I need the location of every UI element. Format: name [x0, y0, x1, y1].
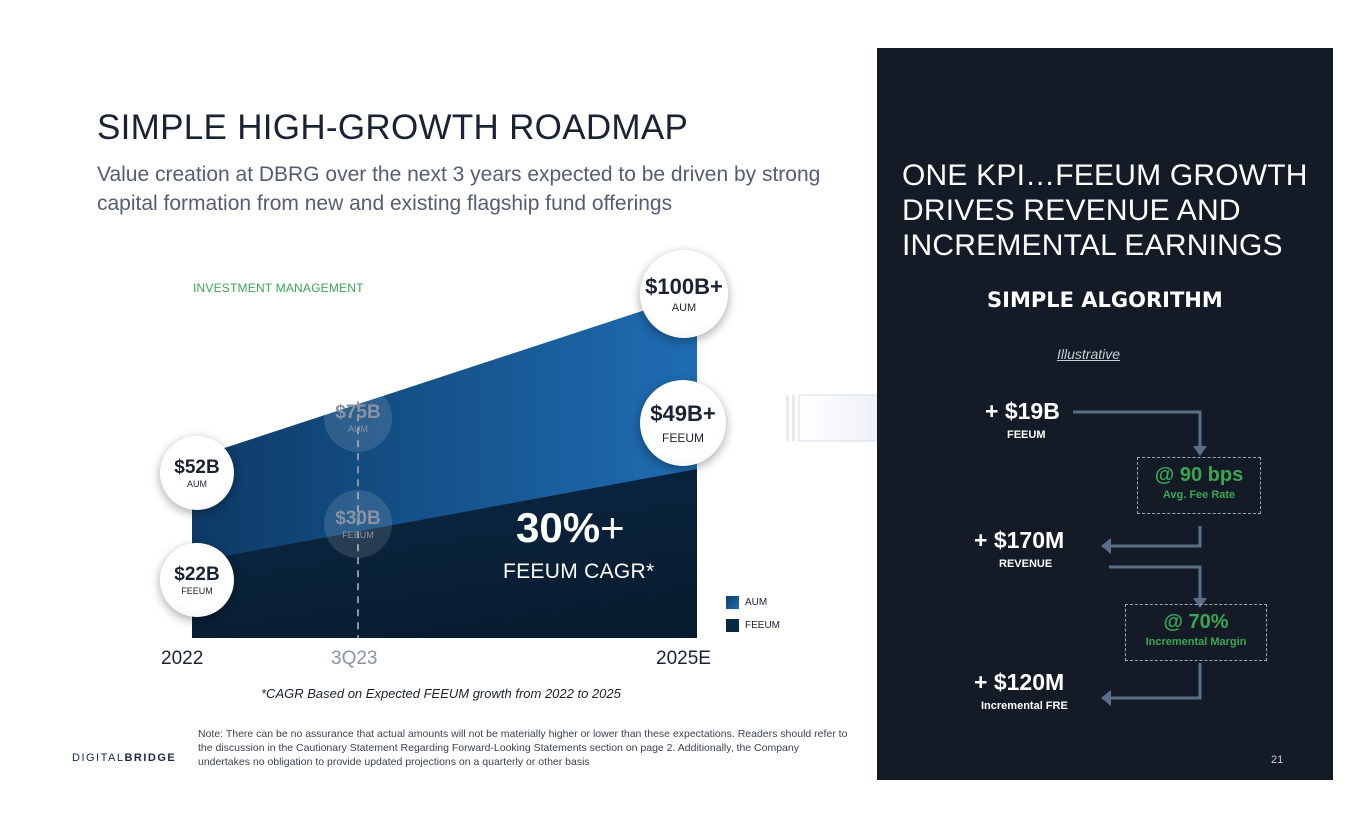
legend-feeum-label: FEEUM: [745, 620, 780, 631]
feeum-2022-value: $22B: [174, 564, 220, 585]
cagr-value: 30%+: [516, 504, 625, 552]
page-title: SIMPLE HIGH-GROWTH ROADMAP: [97, 108, 689, 147]
aum-2025-value: $100B+: [645, 274, 723, 299]
step-fre-label: Incremental FRE: [981, 700, 1068, 712]
page-subtitle: Value creation at DBRG over the next 3 y…: [97, 163, 821, 215]
connector-arrow-3: [1109, 565, 1202, 600]
margin-label: Incremental Margin: [1145, 636, 1247, 648]
feeum-3q23-value: $30B: [335, 508, 381, 529]
page-number: 21: [1271, 754, 1284, 766]
growth-area-chart: [192, 293, 697, 638]
feeum-2025-bubble: $49B+ FEEUM: [640, 380, 726, 466]
connector-arrow-2: [1109, 526, 1202, 548]
cagr-plus: +: [600, 504, 625, 551]
section-label: INVESTMENT MANAGEMENT: [193, 281, 364, 295]
legend-feeum: FEEUM: [726, 619, 780, 632]
cagr-number: 30%: [516, 504, 601, 551]
fee-rate-box: @ 90 bps Avg. Fee Rate: [1137, 457, 1261, 514]
feeum-2025-sublabel: FEEUM: [662, 431, 704, 445]
arrowhead-down-2: [1193, 598, 1207, 608]
algorithm-connectors: [1073, 410, 1207, 706]
legend-aum: AUM: [726, 596, 767, 609]
step-revenue-value: + $170M: [974, 527, 1065, 553]
x-tick-2022: 2022: [161, 648, 204, 669]
aum-2022-sublabel: AUM: [187, 479, 207, 489]
feeum-3q23-sublabel: FEEUM: [342, 530, 374, 540]
connector-arrow-4: [1109, 663, 1202, 700]
aum-3q23-value: $75B: [335, 402, 381, 423]
disclaimer-note: Note: There can be no assurance that act…: [198, 728, 848, 768]
aum-2022-value: $52B: [174, 457, 220, 478]
step-feeum-value: + $19B: [985, 398, 1060, 424]
illustrative-label: Illustrative: [1057, 346, 1121, 362]
cagr-footnote: *CAGR Based on Expected FEEUM growth fro…: [261, 686, 621, 701]
arrowhead-left-2: [1101, 690, 1111, 706]
margin-box: @ 70% Incremental Margin: [1125, 604, 1267, 661]
legend-aum-label: AUM: [745, 597, 768, 608]
feeum-area: [192, 468, 697, 638]
step-feeum-label: FEEUM: [1007, 429, 1046, 441]
feeum-2022-bubble: $22B FEEUM: [160, 543, 234, 617]
aum-2025-sublabel: AUM: [671, 302, 697, 314]
panel-subtitle: SIMPLE ALGORITHM: [987, 288, 1223, 312]
margin-value: @ 70%: [1163, 611, 1229, 633]
feeum-2022-sublabel: FEEUM: [181, 586, 213, 596]
legend-aum-swatch: [726, 596, 739, 609]
connector-arrow-1: [1073, 410, 1202, 448]
x-tick-3q23: 3Q23: [331, 648, 378, 669]
step-fre-value: + $120M: [974, 669, 1065, 695]
step-revenue-label: REVENUE: [999, 558, 1053, 570]
legend-feeum-swatch: [726, 619, 739, 632]
fee-rate-value: @ 90 bps: [1154, 464, 1244, 486]
aum-2025-bubble: $100B+ AUM: [640, 250, 728, 338]
feeum-2025-value: $49B+: [650, 401, 716, 426]
aum-3q23-sublabel: AUM: [348, 424, 368, 434]
logo-part-1: DIGITAL: [72, 752, 125, 764]
logo-part-2: BRIDGE: [124, 752, 177, 764]
arrowhead-down-1: [1193, 446, 1207, 456]
arrowhead-left-1: [1101, 538, 1111, 554]
panel-title: ONE KPI…FEEUM GROWTH DRIVES REVENUE AND …: [902, 159, 1308, 262]
cagr-label: FEEUM CAGR*: [503, 560, 655, 583]
aum-2022-bubble: $52B AUM: [160, 436, 234, 510]
x-tick-2025e: 2025E: [656, 648, 711, 669]
fee-rate-label: Avg. Fee Rate: [1162, 489, 1236, 501]
feeum-3q23-bubble: $30B FEEUM: [324, 490, 392, 558]
aum-3q23-bubble: $75B AUM: [324, 384, 392, 452]
kpi-panel: ONE KPI…FEEUM GROWTH DRIVES REVENUE AND …: [877, 48, 1333, 780]
digitalbridge-logo: DIGITALBRIDGE: [72, 752, 176, 764]
